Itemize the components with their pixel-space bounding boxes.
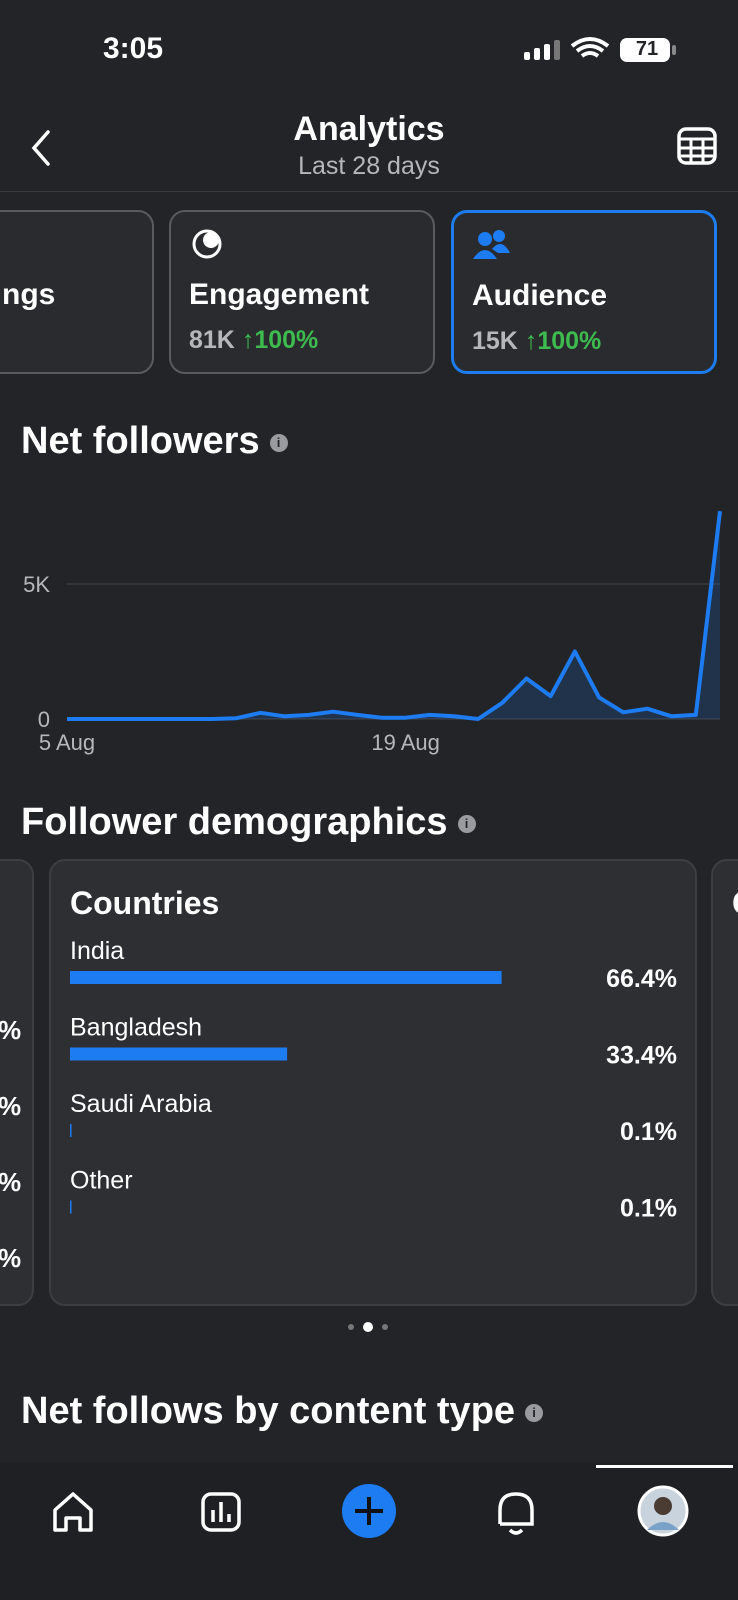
card-value: 15K: [472, 327, 518, 355]
percent-label: %: [0, 1243, 22, 1273]
status-icons: [524, 37, 676, 62]
card-change: ↑100%: [524, 327, 602, 355]
line-area: [67, 511, 720, 719]
country-label: Saudi Arabia: [70, 1090, 212, 1118]
bar: [70, 1124, 72, 1137]
countries-chart: India 66.4% Bangladesh 33.4% Saudi Arabia 0.1…: [70, 937, 677, 1223]
status-time: 3:05: [103, 32, 164, 65]
back-button[interactable]: [26, 128, 56, 168]
create-tab[interactable]: [342, 1484, 396, 1538]
country-label: Bangladesh: [70, 1014, 202, 1042]
country-label: India: [70, 937, 124, 965]
info-icon[interactable]: i: [457, 814, 476, 833]
section-title: Net followers: [21, 420, 260, 462]
net-followers-chart: 0 5K 5 Aug 19 Aug: [23, 510, 722, 755]
info-icon[interactable]: i: [269, 433, 288, 452]
notifications-tab[interactable]: [498, 1492, 534, 1535]
card-value: 81K: [189, 326, 235, 354]
x-tick-label: 5 Aug: [39, 730, 95, 755]
value-label: 0.1%: [620, 1118, 677, 1146]
battery: 71: [635, 38, 659, 60]
countries-card: Countries India 66.4% Bangladesh 33.4% Saudi…: [49, 859, 697, 1306]
header-subtitle: Last 28 days: [298, 152, 440, 180]
y-tick-label: 0: [38, 707, 50, 732]
value-label: 0.1%: [620, 1195, 677, 1223]
divider: [0, 191, 738, 192]
home-tab[interactable]: [53, 1492, 93, 1532]
profile-tab[interactable]: [637, 1485, 689, 1537]
header-title: Analytics: [293, 110, 445, 148]
section-title: Follower demographics: [21, 801, 448, 843]
page-dots: [348, 1322, 388, 1332]
metric-card[interactable]: ngs: [0, 210, 154, 374]
card-label: Audience: [472, 279, 608, 312]
analytics-tab[interactable]: [201, 1492, 241, 1532]
bar: [70, 1200, 72, 1214]
metric-card-selected[interactable]: Audience 15K ↑100%: [451, 210, 717, 374]
card-title: C: [732, 885, 738, 922]
bar: [70, 971, 502, 984]
percent-label: %: [0, 1015, 22, 1045]
percent-label: %: [0, 1167, 22, 1197]
tab-indicator: [596, 1465, 733, 1468]
section-title: Net follows by content type: [21, 1390, 516, 1432]
card-change: ↑100%: [241, 326, 319, 354]
bar: [70, 1047, 288, 1061]
line: [67, 510, 722, 721]
demographics-card: %%%%: [0, 859, 34, 1306]
card-icon: [192, 229, 222, 259]
demographics-card: C: [711, 859, 738, 1306]
country-label: Other: [70, 1167, 133, 1195]
y-tick-label: 5K: [23, 572, 50, 597]
tab-icons: [53, 1484, 689, 1538]
info-icon[interactable]: i: [525, 1403, 544, 1422]
card-label: ngs: [2, 278, 56, 311]
metric-card[interactable]: Engagement 81K ↑100%: [169, 210, 435, 374]
value-label: 66.4%: [606, 965, 677, 993]
card-label: Engagement: [189, 278, 370, 311]
value-label: 33.4%: [606, 1042, 677, 1070]
x-tick-label: 19 Aug: [371, 730, 440, 755]
card-title: Countries: [70, 885, 220, 921]
calendar-button[interactable]: [676, 126, 718, 166]
percent-label: %: [0, 1091, 22, 1121]
card-icon: [473, 230, 510, 259]
